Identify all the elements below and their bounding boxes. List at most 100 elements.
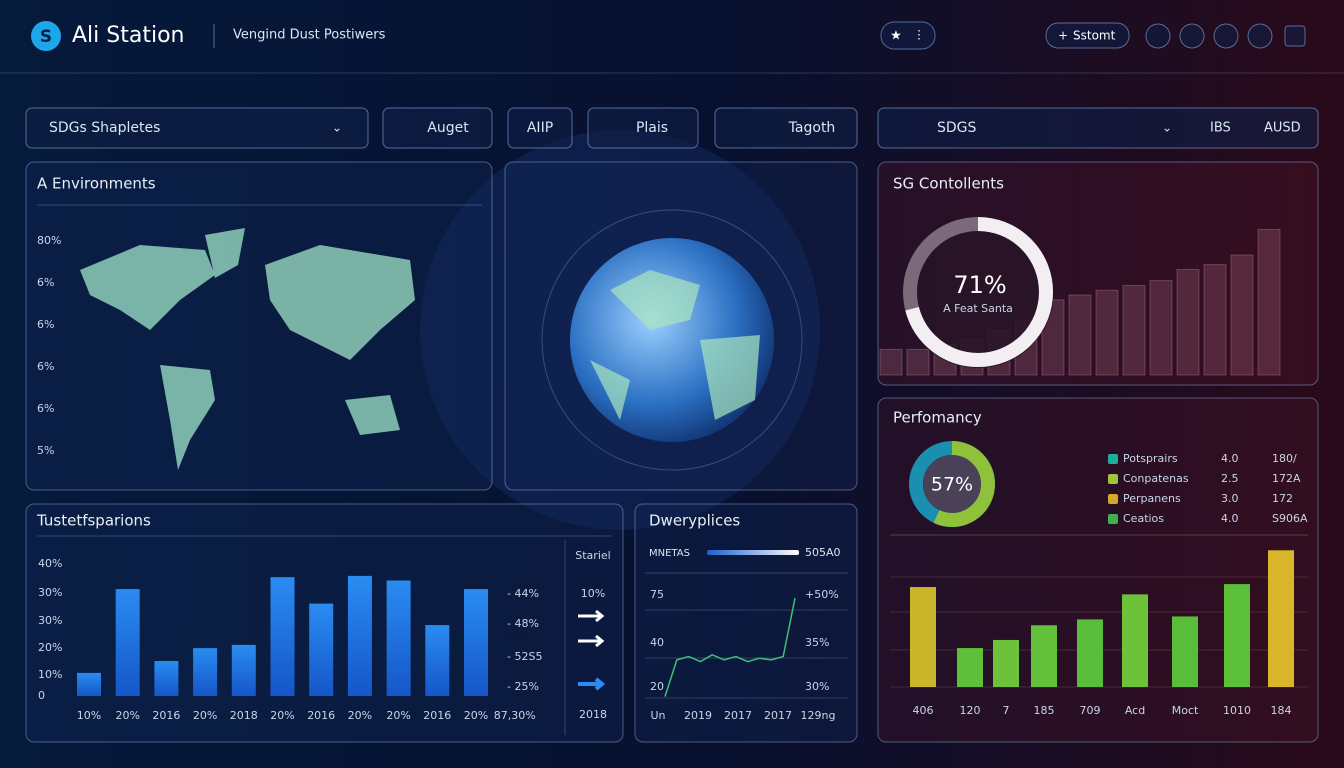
- bar: [154, 661, 179, 696]
- y-label: 20: [650, 680, 664, 693]
- trend-bar: [879, 348, 903, 376]
- donut-arc: [909, 441, 995, 527]
- button[interactable]: [714, 107, 858, 149]
- trend-bar: [1203, 264, 1227, 376]
- bar: [993, 639, 1019, 687]
- axis-label: 6%: [37, 318, 54, 331]
- button[interactable]: [587, 107, 699, 149]
- x-label: 20%: [386, 709, 410, 722]
- continent: [160, 365, 215, 470]
- legend-value: S906A: [1272, 512, 1308, 525]
- legend-name: Ceatios: [1123, 512, 1164, 525]
- y-label: 30%: [38, 614, 62, 627]
- region-label: SDGS: [937, 120, 977, 136]
- axis-label: 6%: [37, 360, 54, 373]
- bar: [957, 648, 983, 687]
- right-label: 35%: [805, 636, 829, 649]
- header: S Ali Station Vengind Dust Postiwers ★ ⋮…: [0, 21, 1344, 74]
- x-label: 20%: [348, 709, 372, 722]
- dropdown[interactable]: [25, 107, 369, 149]
- trend-bar: [1122, 284, 1146, 376]
- right-label: - 25%: [507, 680, 539, 693]
- icon-exit[interactable]: [1284, 25, 1306, 47]
- trend-bar: [1257, 228, 1281, 376]
- continent: [265, 245, 415, 360]
- metric-arrow: [707, 550, 799, 555]
- legend-swatch: [1108, 514, 1118, 524]
- bar: [425, 625, 450, 696]
- x-label: 2017: [724, 709, 752, 722]
- right-label: - 44%: [507, 587, 539, 600]
- y-label: 75: [650, 588, 664, 601]
- right-label: +50%: [805, 588, 839, 601]
- button[interactable]: [382, 107, 493, 149]
- start-button[interactable]: [1045, 22, 1130, 49]
- side-year: 2018: [579, 708, 607, 721]
- legend-swatch: [1108, 454, 1118, 464]
- legend-swatch: [1108, 474, 1118, 484]
- y-label: 20%: [38, 641, 62, 654]
- x-label: 184: [1271, 704, 1292, 717]
- icon-bolt[interactable]: [1179, 23, 1205, 49]
- metric-label: MNETAS: [649, 548, 690, 559]
- legend-value: 2.5: [1221, 472, 1239, 485]
- x-label: Acd: [1125, 704, 1145, 717]
- donut-arc: [903, 217, 1053, 367]
- continent: [80, 245, 215, 330]
- menu-icon: ⋮: [913, 28, 925, 42]
- legend-value: 172A: [1272, 472, 1301, 485]
- x-label: 20%: [270, 709, 294, 722]
- x-label: 2016: [423, 709, 451, 722]
- arrows: [578, 609, 605, 648]
- panel: [634, 503, 858, 743]
- start-label: Sstomt: [1073, 29, 1116, 43]
- globe-land: [590, 270, 760, 420]
- icon-stats[interactable]: [1213, 23, 1239, 49]
- y-label: 10%: [38, 668, 62, 681]
- legend-value: 4.0: [1221, 452, 1239, 465]
- bar: [386, 580, 411, 696]
- trend-bar: [1176, 268, 1200, 376]
- legend-name: Perpanens: [1123, 492, 1181, 505]
- y-label: 30%: [38, 586, 62, 599]
- performance-chart: Potsprairs 4.0 180/Conpatenas 2.5 172A Perpan…: [890, 452, 1308, 717]
- toolbar: SDGs Shapletes ⌄ Auget AIIP Plais Tagoth…: [25, 107, 1319, 149]
- star-icon: ★: [890, 29, 902, 44]
- plus-icon: +: [1058, 29, 1068, 43]
- panel-title: Perfomancy: [893, 409, 982, 427]
- bar: [1031, 625, 1057, 687]
- trend-bar: [1149, 280, 1173, 376]
- axis-label: 80%: [37, 234, 61, 247]
- icon-share[interactable]: [1247, 23, 1273, 49]
- button-label: AIIP: [527, 120, 553, 136]
- x-label: 10%: [77, 709, 101, 722]
- x-label: 129ng: [801, 709, 836, 722]
- bar: [193, 648, 218, 696]
- dropdown-label: SDGs Shapletes: [49, 120, 160, 136]
- legend-value: 180/: [1272, 452, 1297, 465]
- transfers-chart: 40% 30% 30% 20% 10% 0 - 44% - 48% - 52S5 - 25% 10%…: [38, 557, 542, 722]
- x-label: 2016: [307, 709, 335, 722]
- line-series: [664, 597, 796, 697]
- donut-hole: [923, 455, 981, 513]
- region-select[interactable]: [877, 107, 1319, 149]
- right-label: 30%: [805, 680, 829, 693]
- button[interactable]: [507, 107, 573, 149]
- x-label: 120: [960, 704, 981, 717]
- icon-clock[interactable]: [1145, 23, 1171, 49]
- favorite-toggle[interactable]: [880, 21, 936, 50]
- x-label: 87,30%: [494, 709, 536, 722]
- x-label: 406: [913, 704, 934, 717]
- trend-bar: [1068, 294, 1092, 376]
- deliveries-chart: 75 40 20 +50% 35% 30% Un 2019 2017 2017 129ng: [645, 588, 848, 722]
- x-label: 2018: [230, 709, 258, 722]
- x-label: 2017: [764, 709, 792, 722]
- x-label: Un: [650, 709, 665, 722]
- axis-label: 6%: [37, 402, 54, 415]
- panel-title: SG Contollents: [893, 175, 1004, 193]
- arrow: [578, 677, 606, 691]
- bar: [231, 644, 256, 696]
- x-label: 2016: [152, 709, 180, 722]
- subtitle: Vengind Dust Postiwers: [233, 28, 386, 43]
- metric-value: 505A0: [805, 546, 841, 559]
